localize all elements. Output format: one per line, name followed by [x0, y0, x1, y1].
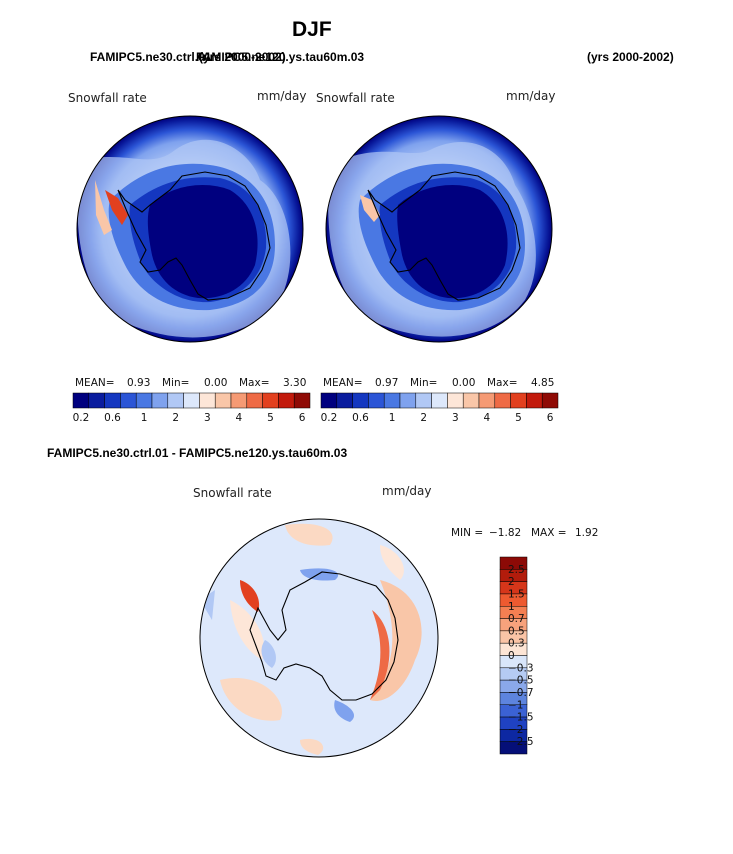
colorbar-diff-label: −2.5 [508, 736, 534, 748]
colorbar-diff-label: 1.5 [508, 588, 525, 600]
colorbar2-tick-label: 3 [452, 412, 459, 424]
years-left: (yrs 2000-2002) [199, 50, 286, 64]
map-panel-1 [77, 116, 303, 342]
colorbar-diff-label: 0.5 [508, 625, 525, 637]
colorbar1-swatch [88, 392, 105, 409]
colorbar1-tick-label: 3 [204, 412, 211, 424]
panel1-min-label: Min= [162, 377, 190, 389]
diff-variable: Snowfall rate [193, 486, 272, 500]
colorbar1-swatch [104, 392, 121, 409]
colorbar2-swatch [478, 392, 496, 409]
panel2-mean-label: MEAN= [323, 377, 363, 389]
colorbar-diff-label: −1 [508, 699, 523, 711]
colorbar2-swatch [526, 392, 543, 409]
snowfall-maps [76, 115, 553, 343]
colorbar-diff-label: 1 [508, 601, 515, 613]
colorbar2-swatch [494, 392, 511, 409]
panel2-mean: 0.97 [375, 377, 399, 389]
colorbar2-tick-label: 1 [389, 412, 396, 424]
colorbar2-swatch [336, 392, 353, 409]
panel1-mean: 0.93 [127, 377, 151, 389]
colorbar1-tick-label: 0.6 [104, 412, 121, 424]
colorbar1-swatch [230, 392, 248, 409]
colorbar2-swatch [320, 392, 338, 409]
case-a-title: FAMIPC5.ne30.ctrl.01 [90, 50, 212, 64]
panel1-max-label: Max= [239, 377, 270, 389]
diff-map-svg [199, 518, 439, 758]
colorbar1-tick-label: 2 [172, 412, 179, 424]
colorbar-panel-1: 0.2 0.6 1 2 3 4 5 6 [72, 392, 311, 424]
diff-min: −1.82 [489, 527, 522, 539]
case-b-title: FAMIPC5.ne120.ys.tau60m.03 [196, 50, 365, 64]
panel2-min: 0.00 [452, 377, 476, 389]
colorbar1-swatch [151, 392, 169, 409]
colorbar2-tick-label: 5 [515, 412, 522, 424]
panel2-variable: Snowfall rate [316, 91, 395, 105]
colorbar2-tick-label: 0.6 [352, 412, 369, 424]
colorbar-diff-label: 0.7 [508, 613, 525, 625]
colorbar1-swatch [262, 392, 279, 409]
colorbar1-swatch [293, 392, 311, 409]
colorbar1-swatch [214, 392, 232, 409]
colorbar1-tick-label: 6 [299, 412, 306, 424]
panel1-max: 3.30 [283, 377, 307, 389]
colorbar2-swatch [368, 392, 385, 409]
colorbar-diff-label: −0.5 [508, 675, 534, 687]
colorbar-diff-label: −0.7 [508, 687, 534, 699]
colorbar2-swatch [510, 392, 527, 409]
colorbar1-swatch [72, 392, 90, 409]
colorbar1-swatch [199, 392, 216, 409]
panel1-min: 0.00 [204, 377, 228, 389]
diff-max-label: MAX = [531, 527, 567, 539]
diff-title: FAMIPC5.ne30.ctrl.01 - FAMIPC5.ne120.ys.… [47, 446, 348, 460]
colorbar2-swatch [383, 392, 401, 409]
colorbar1-tick-label: 5 [267, 412, 274, 424]
colorbar-panel-2: 0.2 0.6 1 2 3 4 5 6 [320, 392, 559, 424]
diff-units: mm/day [382, 484, 432, 498]
panel1-variable: Snowfall rate [68, 91, 147, 105]
colorbar2-tick-label: 0.2 [321, 412, 338, 424]
colorbar1-swatch [278, 392, 295, 409]
colorbar-diff-label: 0 [508, 650, 515, 662]
colorbar1-tick-label: 0.2 [73, 412, 90, 424]
panel1-units: mm/day [257, 89, 307, 103]
colorbar1-tick-label: 1 [141, 412, 148, 424]
panel2-max-label: Max= [487, 377, 518, 389]
colorbar-diff-label: −0.3 [508, 662, 534, 674]
diff-max: 1.92 [575, 527, 599, 539]
colorbar2-tick-label: 6 [547, 412, 554, 424]
map-panel-2 [326, 116, 552, 342]
colorbar1-swatch [135, 392, 153, 409]
colorbar-diff-label: 2.5 [508, 564, 525, 576]
colorbar-diff-label: 2 [508, 576, 515, 588]
diff-map [200, 519, 438, 757]
panel2-min-label: Min= [410, 377, 438, 389]
colorbar2-swatch [415, 392, 432, 409]
colorbar2-swatch [447, 392, 464, 409]
panel2-max: 4.85 [531, 377, 555, 389]
colorbar-diff-swatch [499, 741, 528, 755]
colorbar2-swatch [352, 392, 369, 409]
panel1-mean-label: MEAN= [75, 377, 115, 389]
diff-min-label: MIN = [451, 527, 484, 539]
colorbar1-tick-label: 4 [236, 412, 243, 424]
colorbar2-swatch [399, 392, 417, 409]
colorbar2-swatch [431, 392, 448, 409]
colorbar2-tick-label: 4 [484, 412, 491, 424]
colorbar-diff-label: −1.5 [508, 712, 534, 724]
panel2-units: mm/day [506, 89, 556, 103]
colorbar-diff: 2.521.510.70.50.30−0.3−0.5−0.7−1−1.5−2−2… [499, 556, 534, 755]
years-right: (yrs 2000-2002) [587, 50, 674, 64]
colorbar-diff-label: −2 [508, 724, 523, 736]
season-title: DJF [292, 18, 332, 41]
colorbar1-swatch [120, 392, 137, 409]
colorbar1-swatch [183, 392, 200, 409]
colorbar1-swatch [167, 392, 184, 409]
colorbar1-swatch [246, 392, 263, 409]
colorbar-diff-label: 0.3 [508, 638, 525, 650]
colorbar2-swatch [541, 392, 559, 409]
colorbar2-swatch [462, 392, 480, 409]
colorbar2-tick-label: 2 [420, 412, 427, 424]
